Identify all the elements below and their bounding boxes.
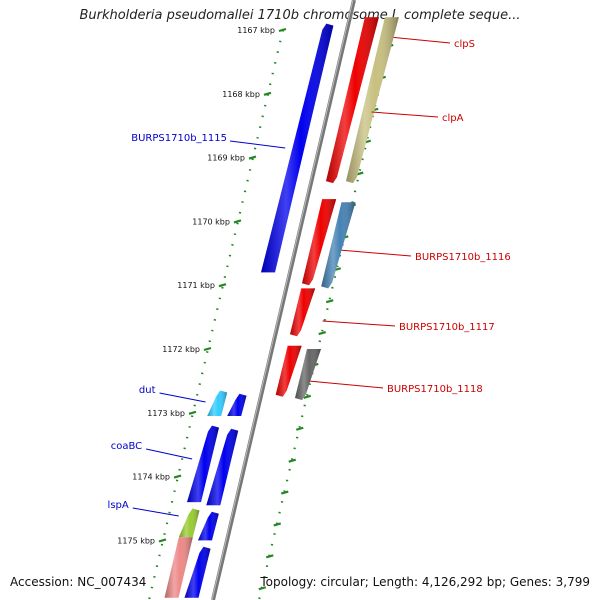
gene-clps-shading xyxy=(326,17,379,184)
ruler-minor-tick xyxy=(273,522,282,527)
accession-label: Accession: NC_007434 xyxy=(10,575,147,589)
ruler-tick-label: 1167 kbp xyxy=(237,26,275,35)
ruler-minor-tick xyxy=(303,394,312,399)
ruler-tick-label: 1173 kbp xyxy=(147,409,185,418)
ruler-tick xyxy=(248,155,257,160)
gene-feature-shading xyxy=(321,202,356,289)
leader-line-clps xyxy=(389,36,451,44)
leader-line-dut xyxy=(159,392,206,403)
ruler-minor-tick xyxy=(295,426,304,431)
gene-dut-shading xyxy=(207,390,228,416)
label-burps1710b_1116[interactable]: BURPS1710b_1116 xyxy=(415,252,511,263)
gene-feature-shading xyxy=(295,349,321,400)
leader-line-coabc xyxy=(146,448,193,460)
ruler-tick-label: 1171 kbp xyxy=(177,281,215,290)
gene-feature-shading xyxy=(184,546,211,598)
leader-line-burps1710b_1116 xyxy=(339,249,412,257)
ruler-tick xyxy=(218,283,227,288)
ruler-tick xyxy=(278,27,287,33)
label-coabc[interactable]: coaBC xyxy=(111,441,142,452)
gene-clpa-shading xyxy=(346,17,399,184)
ruler-minor-tick xyxy=(318,330,327,336)
gene-burps1710b_1117-shading xyxy=(290,288,316,337)
ruler-tick xyxy=(158,538,167,543)
backbone-line xyxy=(211,0,356,600)
ruler-tick-label: 1169 kbp xyxy=(207,154,245,163)
backbone-highlight xyxy=(211,0,354,600)
ruler-tick xyxy=(233,219,242,224)
leader-line-lspa xyxy=(132,507,179,517)
leader-line-burps1710b_1115 xyxy=(229,140,286,149)
ruler-tick-label: 1170 kbp xyxy=(192,217,230,226)
ruler-tick-label: 1175 kbp xyxy=(117,536,155,545)
ruler-tick xyxy=(263,91,272,96)
ruler-tick-label: 1168 kbp xyxy=(222,90,260,99)
ruler-minor-tick xyxy=(325,299,334,304)
ruler-tick xyxy=(173,474,182,479)
label-dut[interactable]: dut xyxy=(139,385,156,396)
ruler-minor-tick xyxy=(280,490,289,495)
label-lspa[interactable]: lspA xyxy=(108,500,129,511)
gene-burps1710b_1116-shading xyxy=(302,199,337,286)
gene-feature-shading xyxy=(227,393,247,416)
label-clpa[interactable]: clpA xyxy=(442,113,464,124)
gene-burps1710b_1118-shading xyxy=(275,345,302,397)
label-burps1710b_1117[interactable]: BURPS1710b_1117 xyxy=(399,322,495,333)
label-burps1710b_1118[interactable]: BURPS1710b_1118 xyxy=(387,384,483,395)
map-title: Burkholderia pseudomallei 1710b chromoso… xyxy=(79,8,521,23)
label-burps1710b_1115[interactable]: BURPS1710b_1115 xyxy=(131,133,227,144)
gene-feature-shading xyxy=(198,511,219,541)
gene-feature-shading xyxy=(206,428,239,506)
gene-burps1710b_1115-shading xyxy=(261,23,334,273)
ruler-tick xyxy=(188,410,197,415)
gene-feature-shading xyxy=(164,537,193,598)
ruler-tick-label: 1174 kbp xyxy=(132,473,170,482)
leader-line-burps1710b_1118 xyxy=(308,380,384,389)
label-clps[interactable]: clpS xyxy=(454,39,475,50)
ruler-minor-tick xyxy=(265,554,274,559)
ruler-minor-tick xyxy=(288,458,297,463)
leader-line-burps1710b_1117 xyxy=(322,320,396,327)
gene-coabc-shading xyxy=(187,425,219,503)
ruler-minor-tick xyxy=(258,586,267,591)
ruler-tick-label: 1172 kbp xyxy=(162,345,200,354)
ruler-tick xyxy=(203,346,212,352)
leader-line-clpa xyxy=(371,111,439,118)
genome-summary: Topology: circular; Length: 4,126,292 bp… xyxy=(260,575,590,589)
gene-lspa-shading xyxy=(178,508,200,538)
